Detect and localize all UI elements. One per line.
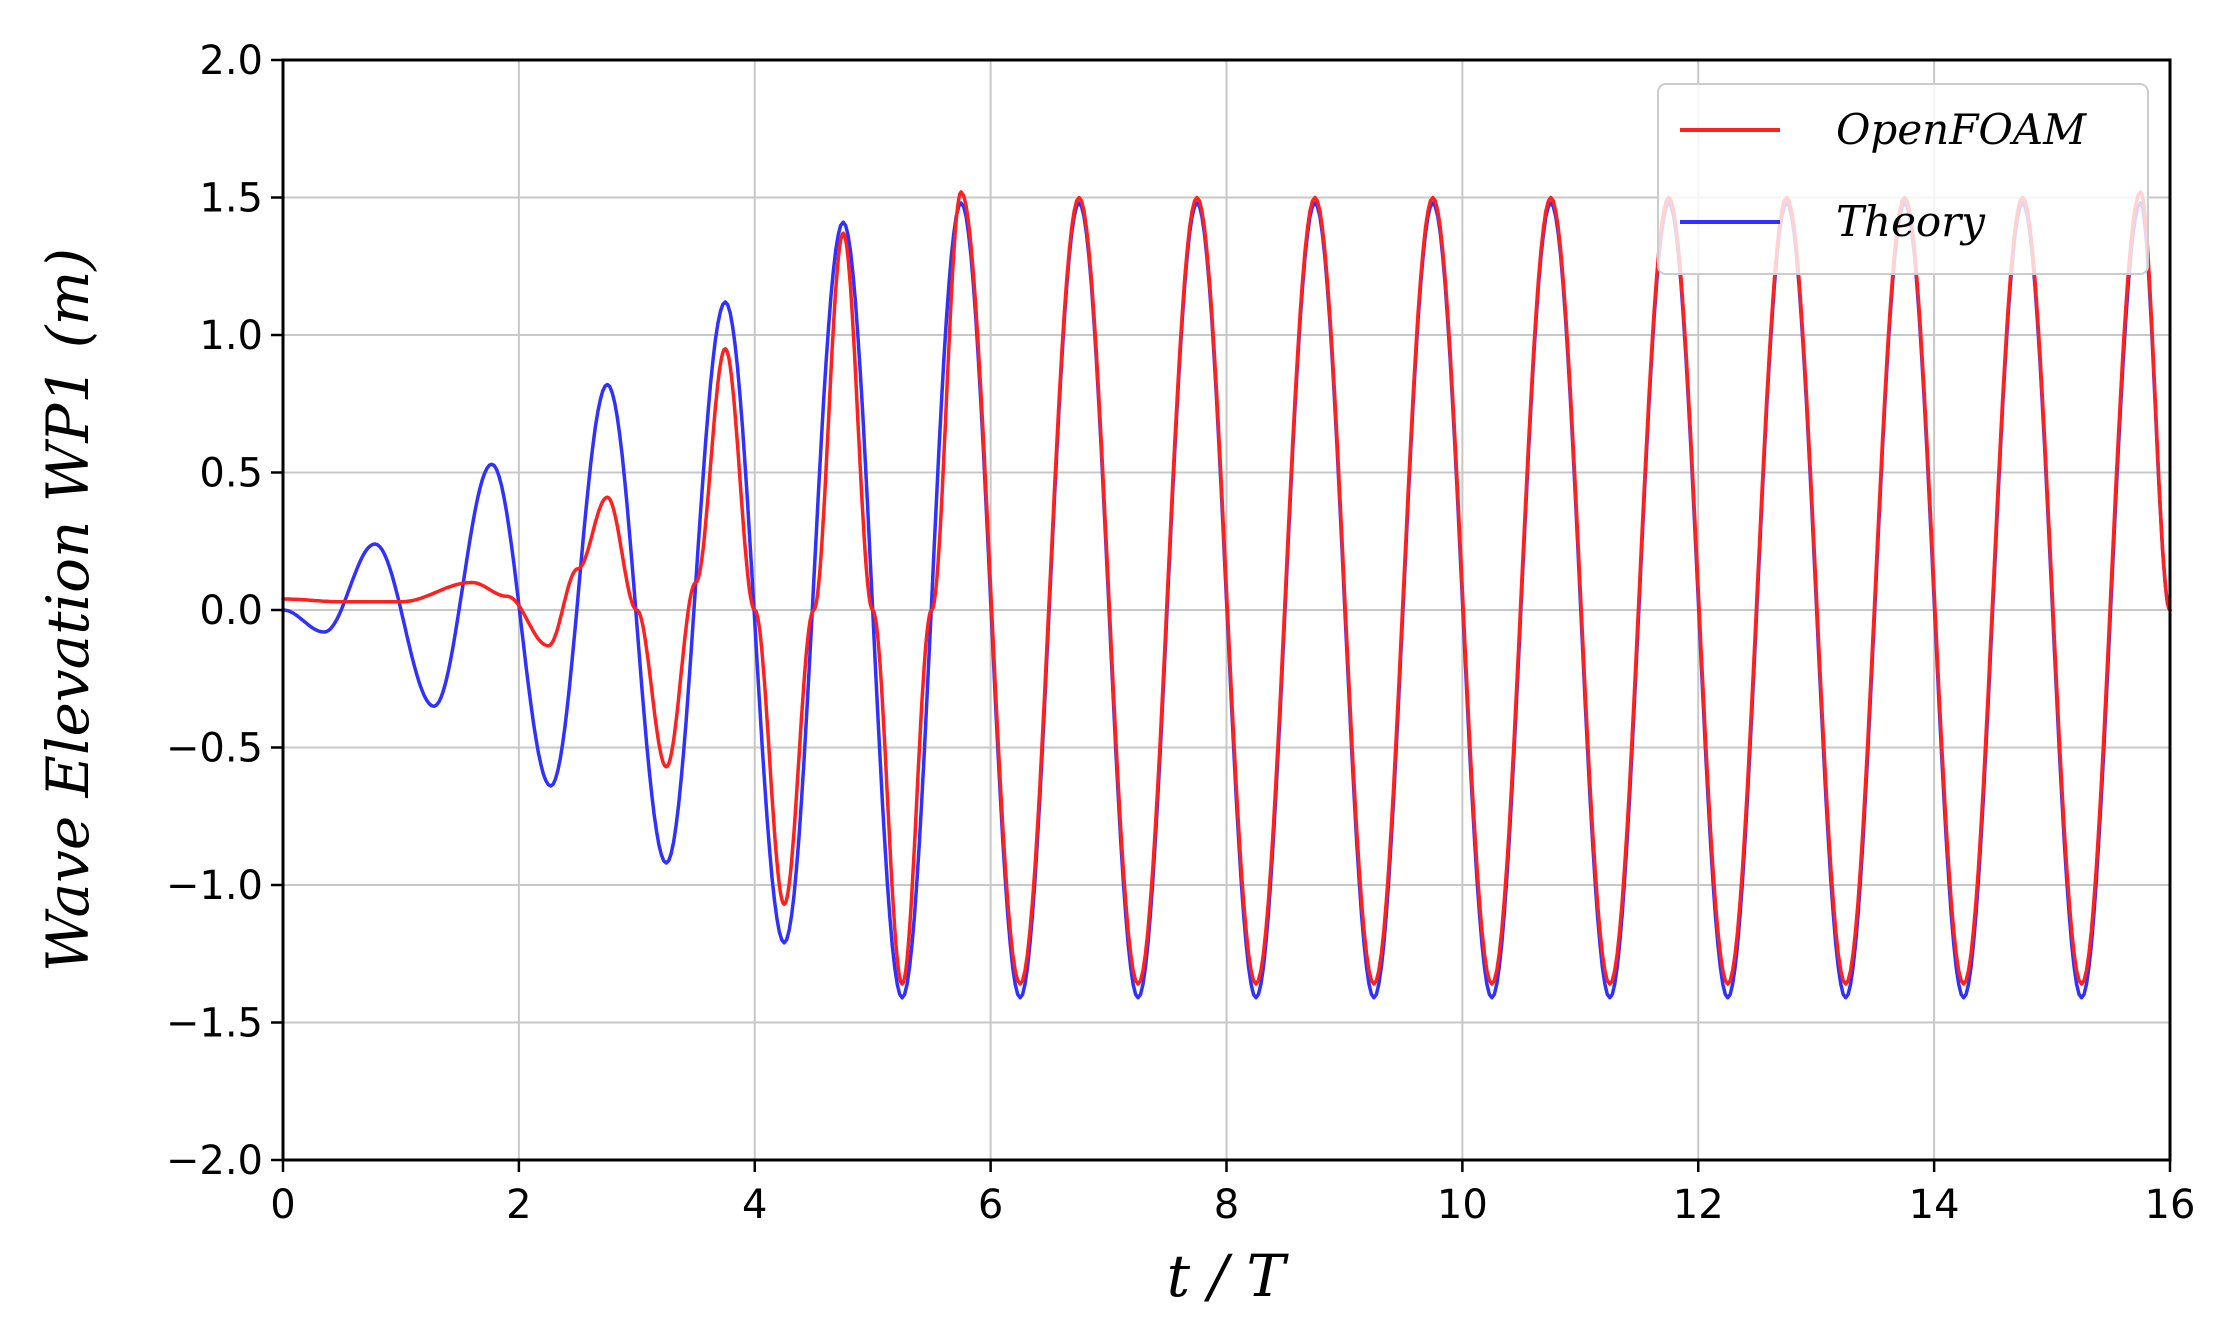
series-line-openfoam bbox=[281, 190, 2172, 986]
y-tick-label: 0.0 bbox=[199, 588, 263, 634]
y-tick-label: −1.0 bbox=[166, 863, 263, 909]
x-axis-ticks: 0 2 4 6 8 10 12 14 16 bbox=[270, 1160, 2195, 1228]
y-tick-label: 1.5 bbox=[199, 176, 263, 222]
x-tick-label: 0 bbox=[270, 1182, 295, 1228]
x-tick-label: 14 bbox=[1909, 1182, 1960, 1228]
y-axis-label: Wave Elevation WP1 (m) bbox=[34, 248, 102, 972]
y-tick-label: 1.0 bbox=[199, 313, 263, 359]
y-tick-label: 2.0 bbox=[199, 38, 263, 84]
x-tick-label: 2 bbox=[506, 1182, 531, 1228]
legend-label-openfoam: OpenFOAM bbox=[1836, 105, 2087, 154]
legend: OpenFOAM Theory bbox=[1657, 83, 2149, 275]
legend-label-theory: Theory bbox=[1836, 197, 1986, 246]
x-tick-label: 12 bbox=[1673, 1182, 1724, 1228]
x-tick-label: 10 bbox=[1437, 1182, 1488, 1228]
x-tick-label: 4 bbox=[742, 1182, 767, 1228]
y-tick-label: −0.5 bbox=[166, 726, 263, 772]
y-axis-ticks: −2.0 −1.5 −1.0 −0.5 0.0 0.5 1.0 1.5 2.0 bbox=[166, 38, 283, 1184]
y-tick-label: −2.0 bbox=[166, 1138, 263, 1184]
series-lines bbox=[281, 190, 2172, 1000]
y-tick-label: 0.5 bbox=[199, 451, 263, 497]
x-axis-label: t / T bbox=[1167, 1242, 1290, 1310]
y-tick-label: −1.5 bbox=[166, 1001, 263, 1047]
legend-box bbox=[1657, 83, 2149, 275]
x-tick-label: 16 bbox=[2145, 1182, 2196, 1228]
x-tick-label: 8 bbox=[1214, 1182, 1239, 1228]
x-tick-label: 6 bbox=[978, 1182, 1003, 1228]
